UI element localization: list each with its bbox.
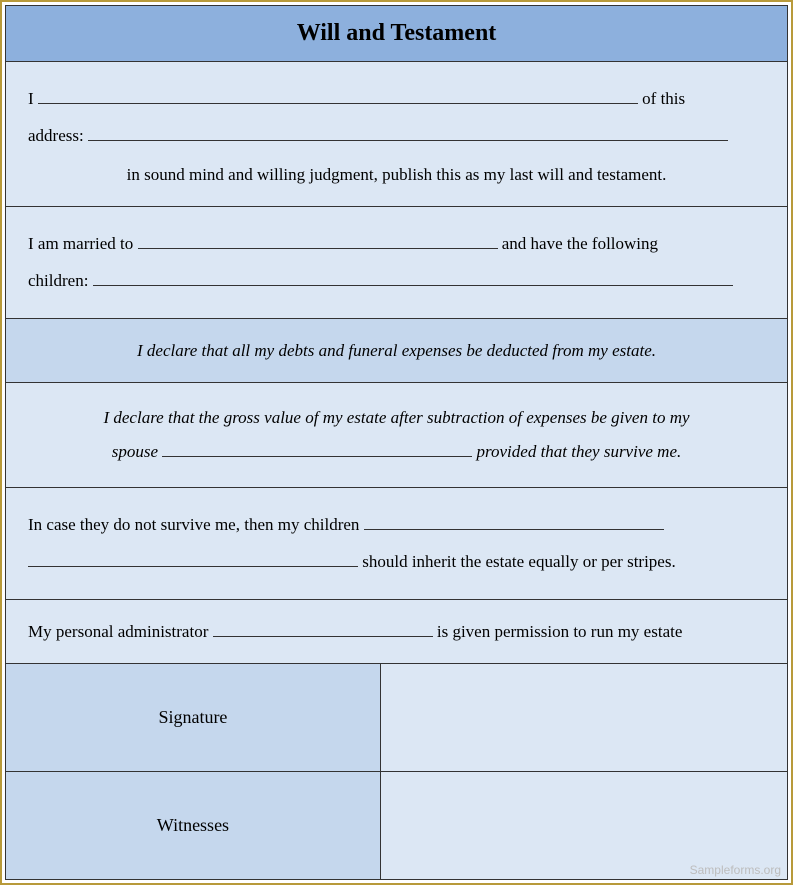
text: and have the following (502, 234, 658, 253)
blank-spouse-name[interactable] (162, 438, 472, 457)
section-estate-spouse: I declare that the gross value of my est… (6, 383, 787, 488)
document-outer: Will and Testament I of this address: in… (0, 0, 793, 885)
blank-address[interactable] (88, 123, 728, 142)
section-family: I am married to and have the following c… (6, 207, 787, 319)
witnesses-row: Witnesses (6, 771, 787, 879)
blank-children-2[interactable] (28, 549, 358, 568)
text: I am married to (28, 234, 133, 253)
text: I (28, 89, 34, 108)
signature-field[interactable] (381, 664, 787, 771)
text: of this (642, 89, 685, 108)
section-debts: I declare that all my debts and funeral … (6, 319, 787, 383)
text: is given permission to run my estate (437, 622, 683, 641)
blank-spouse[interactable] (138, 230, 498, 249)
text: address: (28, 126, 84, 145)
blank-name[interactable] (38, 85, 638, 104)
text: provided that they survive me. (477, 442, 682, 461)
text: spouse (112, 442, 158, 461)
document-frame: Will and Testament I of this address: in… (5, 5, 788, 880)
text: I declare that all my debts and funeral … (137, 341, 656, 360)
section-children-inherit: In case they do not survive me, then my … (6, 488, 787, 600)
text: In case they do not survive me, then my … (28, 515, 359, 534)
witnesses-label: Witnesses (6, 772, 381, 879)
text: children: (28, 271, 88, 290)
signature-table: Signature Witnesses (6, 664, 787, 879)
blank-children[interactable] (93, 268, 733, 287)
text: My personal administrator (28, 622, 208, 641)
section-administrator: My personal administrator is given permi… (6, 600, 787, 664)
document-title: Will and Testament (6, 6, 787, 62)
text: should inherit the estate equally or per… (362, 552, 675, 571)
signature-label: Signature (6, 664, 381, 771)
text: I declare that the gross value of my est… (103, 408, 689, 427)
signature-row: Signature (6, 664, 787, 771)
section-declarant: I of this address: in sound mind and wil… (6, 62, 787, 207)
blank-children-1[interactable] (364, 511, 664, 530)
watermark: Sampleforms.org (690, 863, 781, 877)
blank-administrator[interactable] (213, 618, 433, 637)
text: in sound mind and willing judgment, publ… (127, 165, 667, 184)
